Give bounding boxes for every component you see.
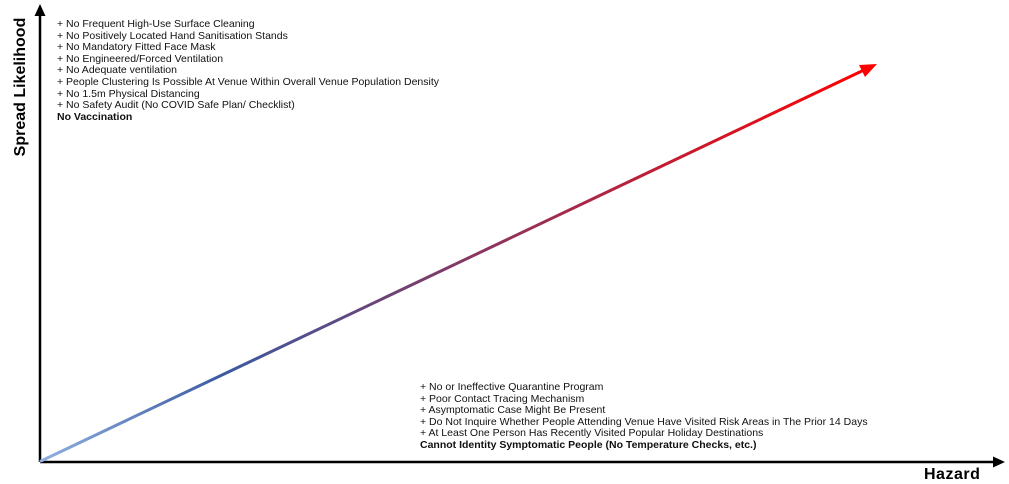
trend-arrowhead bbox=[859, 64, 877, 77]
top-factor-item: + No Engineered/Forced Ventilation bbox=[57, 52, 224, 65]
bottom-factor-summary: Cannot Identity Symptomatic People (No T… bbox=[420, 438, 757, 451]
bottom-factor-item: + Asymptomatic Case Might Be Present bbox=[420, 404, 606, 417]
trend-arrow-line bbox=[39, 68, 866, 463]
y-axis-label: Spread Likelihood bbox=[12, 17, 29, 157]
top-factor-summary: No Vaccination bbox=[57, 110, 133, 123]
bottom-factor-item: + Do Not Inquire Whether People Attendin… bbox=[420, 415, 868, 428]
top-factor-item: + No Safety Audit (No COVID Safe Plan/ C… bbox=[57, 99, 295, 112]
bottom-factor-item: + No or Ineffective Quarantine Program bbox=[420, 381, 604, 393]
bottom-factor-item: + At Least One Person Has Recently Visit… bbox=[420, 427, 764, 440]
x-axis-label: Hazard bbox=[924, 466, 981, 483]
top-factor-item: + No Adequate ventilation bbox=[57, 64, 177, 77]
top-factor-item: + People Clustering Is Possible At Venue… bbox=[57, 75, 440, 88]
top-factor-item: + No Mandatory Fitted Face Mask bbox=[57, 41, 216, 54]
x-axis-arrowhead bbox=[993, 456, 1005, 468]
bottom-factor-list: + No or Ineffective Quarantine Program +… bbox=[420, 381, 868, 452]
top-factor-item: + No 1.5m Physical Distancing bbox=[57, 87, 200, 100]
top-factor-list: + No Frequent High-Use Surface Cleaning … bbox=[57, 18, 440, 123]
y-axis-arrowhead bbox=[34, 4, 46, 16]
bottom-factor-item: + Poor Contact Tracing Mechanism bbox=[420, 392, 585, 405]
top-factor-item: + No Frequent High-Use Surface Cleaning bbox=[57, 18, 255, 30]
top-factor-item: + No Positively Located Hand Sanitisatio… bbox=[57, 29, 288, 42]
